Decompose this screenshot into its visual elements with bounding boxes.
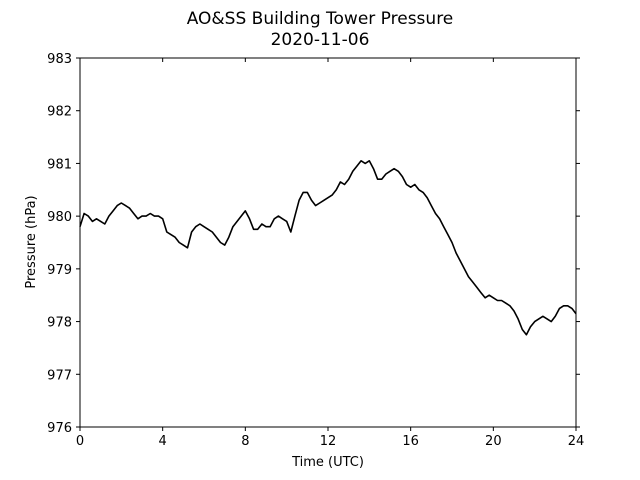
y-tick-label: 982	[47, 105, 72, 120]
x-tick-label: 16	[402, 434, 419, 449]
y-tick-label: 983	[47, 52, 72, 67]
chart-title: AO&SS Building Tower Pressure	[187, 9, 454, 29]
x-tick-label: 12	[320, 434, 337, 449]
y-axis-label: Pressure (hPa)	[24, 195, 39, 288]
x-tick-label: 4	[159, 434, 167, 449]
x-axis-label: Time (UTC)	[291, 455, 364, 470]
y-tick-label: 978	[47, 316, 72, 331]
y-tick-label: 976	[47, 421, 72, 436]
plot-frame	[79, 57, 577, 428]
x-tick-label: 0	[76, 434, 84, 449]
axis-ticks	[76, 57, 580, 431]
y-tick-label: 980	[47, 210, 72, 225]
x-tick-label: 24	[568, 434, 585, 449]
y-tick-label: 977	[47, 368, 72, 383]
tick-labels: 0 4 8 12 16 20 24 976 977 978 979 980 981 982 983	[47, 52, 584, 449]
y-tick-label: 981	[47, 157, 72, 172]
x-tick-label: 20	[485, 434, 502, 449]
chart-subtitle: 2020-11-06	[271, 30, 370, 50]
pressure-series-line	[79, 160, 577, 336]
y-tick-label: 979	[47, 263, 72, 278]
x-tick-label: 8	[241, 434, 249, 449]
